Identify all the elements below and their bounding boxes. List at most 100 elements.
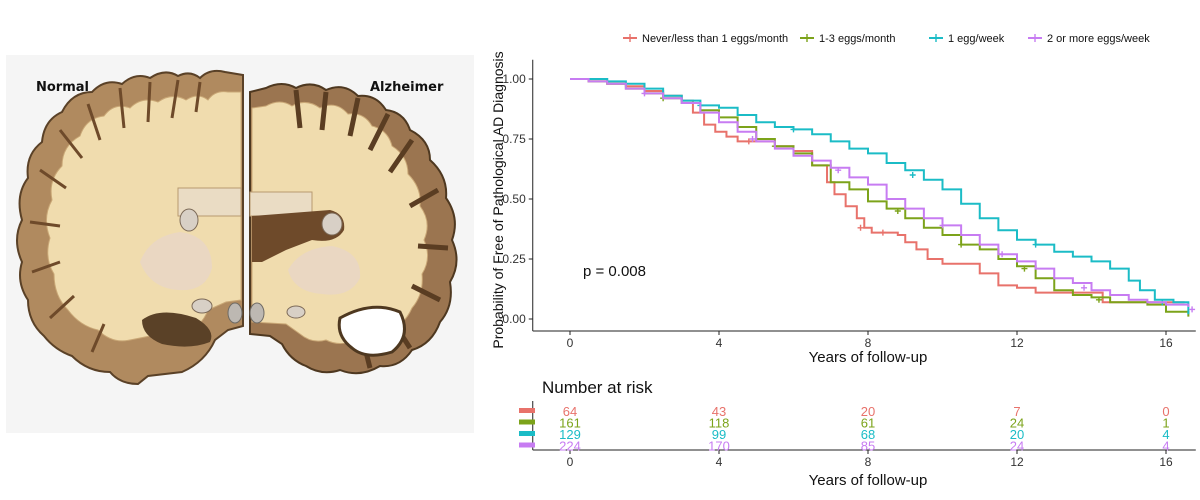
- alzheimer-hippocampus: [286, 305, 306, 319]
- risk-count: 64: [563, 404, 577, 419]
- km-curve-1-3-eggs-month: [570, 78, 1190, 317]
- risk-row-never-less-than-1-eggs-month: 64 43 20 7 0: [519, 404, 1170, 419]
- y-tick-label: 1.00: [502, 72, 526, 86]
- risk-x-tick-label: 16: [1159, 455, 1173, 469]
- normal-hippocampus: [191, 298, 213, 314]
- y-tick-label: 0.25: [502, 252, 526, 266]
- normal-sulcus-lines: [29, 79, 202, 353]
- risk-x-tick-label: 12: [1010, 455, 1024, 469]
- legend-item-1-3-eggs-month: 1-3 eggs/month: [800, 33, 895, 45]
- risk-count: 224: [559, 439, 581, 454]
- x-tick-label: 12: [1010, 336, 1024, 350]
- alzheimer-label: Alzheimer: [370, 80, 444, 95]
- normal-hemisphere: [16, 69, 244, 386]
- risk-x-tick-label: 0: [567, 455, 574, 469]
- legend-item-never-less-than-1-eggs-month: Never/less than 1 eggs/month: [623, 33, 788, 45]
- brainstem-right: [249, 302, 265, 324]
- series-1-3-eggs-month: [570, 78, 1190, 317]
- censor-mark: [1032, 241, 1039, 248]
- risk-count: 24: [1010, 439, 1024, 454]
- y-tick-label: 0.75: [502, 132, 526, 146]
- risk-count: 61: [861, 416, 875, 431]
- risk-row-swatch: [519, 431, 535, 436]
- legend-item-2-or-more-eggs-week: 2 or more eggs/week: [1028, 33, 1150, 45]
- series-2-or-more-eggs-week: [570, 78, 1196, 313]
- x-axis-title: Years of follow-up: [809, 349, 928, 366]
- risk-count: 1: [1162, 416, 1169, 431]
- risk-count: 7: [1013, 404, 1020, 419]
- censor-mark: [1189, 306, 1196, 313]
- series-1-egg-week: [570, 78, 1190, 315]
- alzheimer-ventricle: [252, 210, 345, 262]
- y-tick-label: 0.50: [502, 192, 526, 206]
- censor-mark: [1021, 265, 1028, 272]
- brain-illustration-panel: Normal Alzheimer: [0, 0, 480, 495]
- km-chart-panel: Never/less than 1 eggs/month 1-3 eggs/mon…: [480, 0, 1200, 495]
- risk-table-title: Number at risk: [542, 378, 653, 397]
- km-curve-2-or-more-eggs-week: [570, 78, 1190, 307]
- risk-count: 24: [1010, 416, 1024, 431]
- normal-ventricle: [179, 208, 199, 232]
- censor-mark: [641, 90, 648, 97]
- censor-mark: [1081, 284, 1088, 291]
- series-never-less-than-1-eggs-month: [570, 78, 1185, 304]
- km-curve-1-egg-week: [570, 78, 1190, 315]
- y-axis-title-group: Probability of Free of Pathological AD D…: [490, 51, 506, 348]
- censor-mark: [857, 224, 864, 231]
- brainstem-left: [227, 302, 243, 324]
- risk-row-1-3-eggs-month: 161 118 61 24 1: [519, 416, 1170, 431]
- risk-row-2-or-more-eggs-week: 224 170 85 24 4: [519, 439, 1170, 454]
- risk-row-swatch: [519, 419, 535, 425]
- risk-x-tick-label: 8: [865, 455, 872, 469]
- risk-count: 129: [559, 427, 581, 442]
- risk-count: 170: [708, 439, 730, 454]
- risk-x-tick-label: 4: [716, 455, 723, 469]
- risk-row-swatch: [519, 408, 535, 413]
- censor-mark: [749, 136, 756, 142]
- y-axis-title: Probability of Free of Pathological AD D…: [490, 51, 506, 348]
- censor-mark: [999, 251, 1006, 258]
- risk-count: 0: [1162, 404, 1169, 419]
- alzheimer-ventricle-spot: [321, 212, 343, 236]
- censor-mark: [894, 208, 901, 214]
- alzheimer-basal-ganglia: [288, 246, 361, 295]
- x-tick-label: 8: [865, 336, 872, 350]
- risk-count: 43: [712, 404, 726, 419]
- risk-count: 4: [1162, 427, 1169, 442]
- normal-temporal-lobe: [142, 312, 212, 347]
- legend-label: 1-3 eggs/month: [819, 33, 895, 45]
- brain-illustration: Normal Alzheimer: [6, 55, 474, 433]
- risk-row-1-egg-week: 129 99 68 20 4: [519, 427, 1170, 442]
- alzheimer-temporal-horn: [337, 305, 406, 357]
- normal-basal-ganglia: [140, 232, 212, 291]
- x-tick-label: 4: [716, 336, 723, 350]
- km-curve-never-less-than-1-eggs-month: [570, 78, 1185, 304]
- km-chart: Never/less than 1 eggs/month 1-3 eggs/mon…: [490, 33, 1196, 489]
- legend-label: Never/less than 1 eggs/month: [642, 33, 788, 45]
- risk-row-swatch: [519, 442, 535, 448]
- censor-mark: [879, 229, 886, 236]
- legend-item-1-egg-week: 1 egg/week: [929, 33, 1005, 45]
- risk-count: 68: [861, 427, 875, 442]
- plot-area: 0.00 0.25 0.50 0.75 1.00 0 4 8 12 16: [502, 59, 1196, 350]
- risk-count: 20: [1010, 427, 1024, 442]
- censor-mark: [835, 167, 842, 174]
- x-tick-label: 16: [1159, 336, 1173, 350]
- censor-mark: [958, 241, 965, 248]
- p-value-annotation: p = 0.008: [583, 263, 646, 280]
- legend-label: 1 egg/week: [948, 33, 1005, 45]
- risk-table-x-axis-title: Years of follow-up: [809, 472, 928, 489]
- normal-label: Normal: [36, 80, 89, 95]
- censor-mark: [1095, 296, 1102, 303]
- risk-count: 4: [1162, 439, 1169, 454]
- legend-label: 2 or more eggs/week: [1047, 33, 1150, 45]
- alzheimer-corpus-callosum: [249, 191, 313, 217]
- censor-mark: [939, 222, 946, 229]
- y-tick-label: 0.00: [502, 312, 526, 326]
- x-tick-label: 0: [567, 336, 574, 350]
- risk-count: 99: [712, 427, 726, 442]
- risk-count: 161: [559, 416, 581, 431]
- risk-count: 85: [861, 439, 875, 454]
- censor-mark: [909, 172, 916, 178]
